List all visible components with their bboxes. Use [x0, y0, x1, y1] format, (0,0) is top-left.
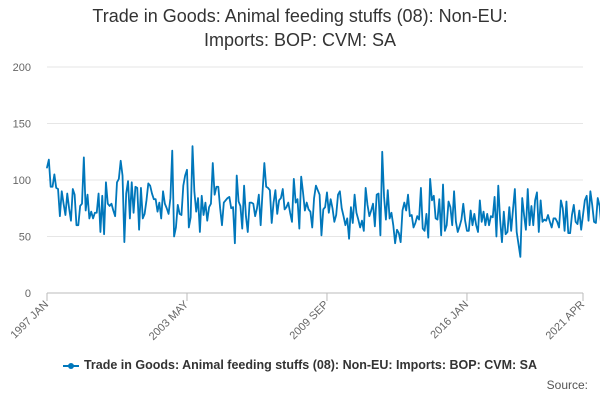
chart-title-line-1: Trade in Goods: Animal feeding stuffs (0…: [92, 6, 508, 26]
legend-label: Trade in Goods: Animal feeding stuffs (0…: [83, 358, 538, 372]
x-tick-label-2: 2009 SEP: [288, 299, 332, 343]
legend[interactable]: Trade in Goods: Animal feeding stuffs (0…: [0, 358, 600, 372]
x-tick-label-4: 2021 APR: [544, 299, 588, 343]
chart-title: Trade in Goods: Animal feeding stuffs (0…: [30, 4, 570, 52]
x-tick-label-0: 1997 JAN: [8, 299, 51, 342]
series-line-0: [46, 145, 600, 258]
x-tick-label-1: 2003 MAY: [147, 298, 192, 343]
x-axis: 1997 JAN 2003 MAY 2009 SEP 2016 JAN 2021 APR: [8, 293, 587, 343]
source-credit[interactable]: Source:: [546, 378, 588, 392]
x-tick-label-3: 2016 JAN: [428, 299, 471, 342]
chart-title-line-2: Imports: BOP: CVM: SA: [203, 30, 397, 50]
y-tick-label-100: 100: [13, 175, 31, 187]
gridlines: [47, 66, 583, 294]
legend-line-marker-icon: [62, 362, 79, 370]
y-tick-label-0: 0: [25, 288, 31, 300]
y-tick-label-200: 200: [13, 62, 31, 74]
y-tick-label-50: 50: [19, 232, 31, 244]
y-axis: 0 50 100 150 200: [13, 62, 31, 300]
y-tick-label-150: 150: [13, 119, 31, 131]
series-group: [46, 145, 600, 258]
